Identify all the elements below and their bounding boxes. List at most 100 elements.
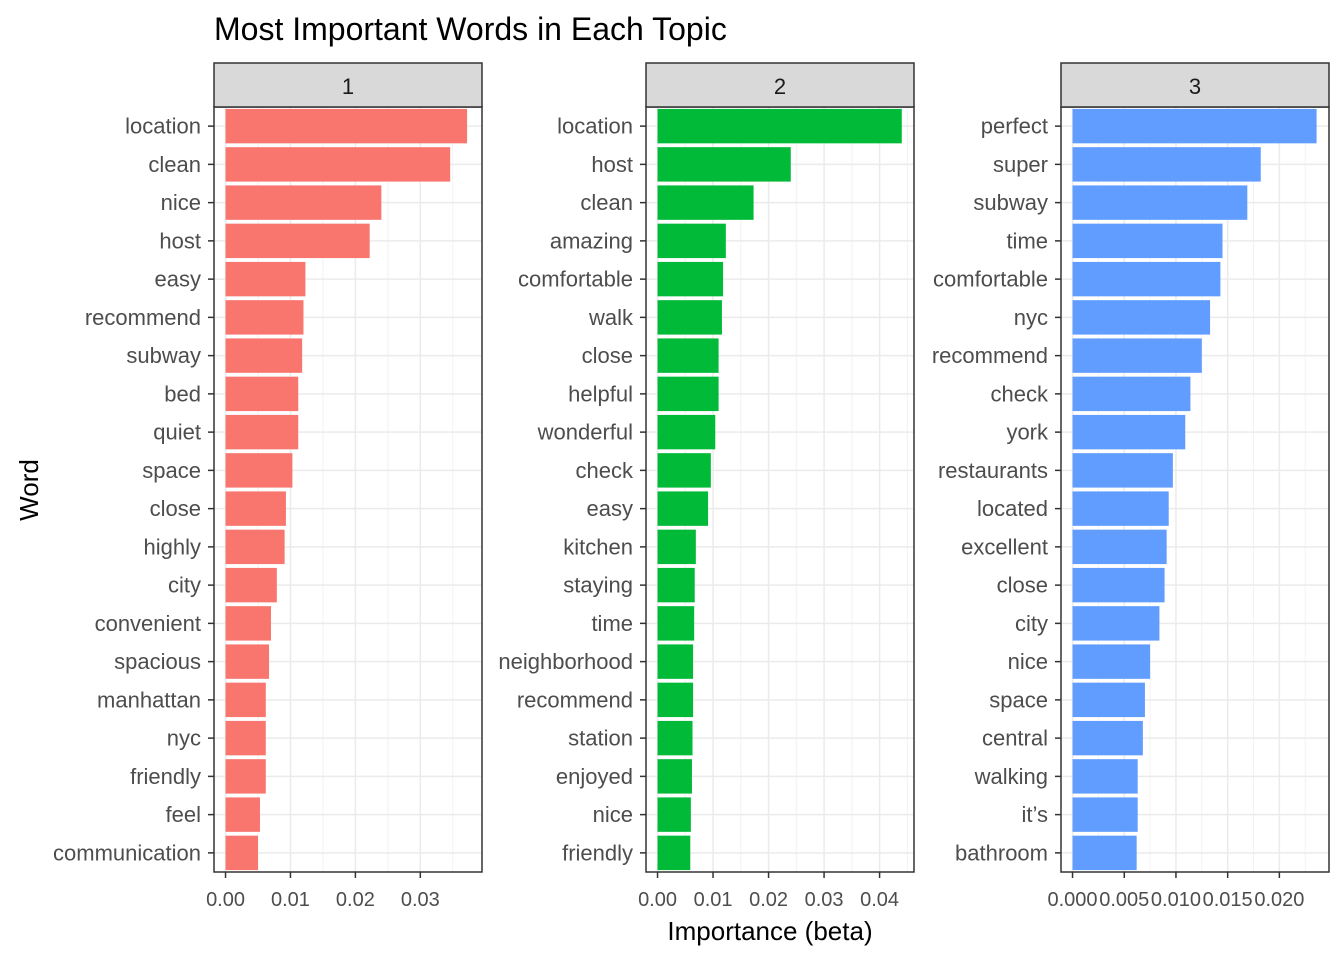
y-tick-label: friendly: [562, 840, 633, 865]
bar-3-super: [1072, 147, 1261, 182]
y-tick-label: time: [1006, 228, 1048, 253]
panel-background: [1061, 107, 1329, 872]
bar-2-host: [657, 147, 791, 182]
bar-1-quiet: [225, 414, 299, 450]
y-tick-label: highly: [144, 534, 201, 559]
y-tick-label: perfect: [981, 114, 1048, 139]
y-tick-label: space: [989, 687, 1048, 712]
bar-2-kitchen: [657, 529, 696, 565]
bar-3-it-s: [1072, 797, 1138, 832]
y-tick-label: nice: [161, 190, 201, 215]
bar-2-neighborhood: [657, 644, 694, 679]
x-tick-label: 0.015: [1203, 889, 1253, 911]
y-tick-label: check: [576, 458, 634, 483]
y-tick-label: nice: [1008, 649, 1048, 674]
bar-2-easy: [657, 491, 709, 526]
bar-3-space: [1072, 682, 1145, 718]
y-tick-label: helpful: [568, 381, 633, 406]
panel-background: [214, 107, 482, 872]
x-tick-label: 0.02: [336, 889, 375, 911]
bar-1-clean: [225, 147, 451, 182]
y-tick-label: excellent: [961, 534, 1048, 559]
facet-panel-2: 2 location host clean amazing comfortable walk…: [498, 62, 915, 911]
bar-1-manhattan: [225, 682, 266, 718]
bar-3-recommend: [1072, 338, 1202, 373]
bar-1-bed: [225, 376, 299, 412]
facet-strip: [645, 62, 915, 108]
bar-2-time: [657, 606, 695, 641]
y-tick-label: amazing: [550, 228, 633, 253]
y-tick-label: space: [142, 458, 201, 483]
bar-1-nyc: [225, 720, 266, 756]
y-tick-label: close: [997, 573, 1048, 598]
bar-2-wonderful: [657, 414, 716, 450]
bar-1-city: [225, 567, 277, 603]
bar-3-nyc: [1072, 300, 1211, 335]
bar-2-friendly: [657, 835, 691, 871]
x-tick-label: 0.005: [1099, 889, 1149, 911]
bar-2-enjoyed: [657, 759, 692, 794]
facet-strip: [213, 62, 483, 108]
y-tick-label: clean: [148, 152, 201, 177]
y-tick-label: city: [1015, 611, 1048, 636]
x-tick-label: 0.010: [1151, 889, 1201, 911]
y-tick-label: nyc: [167, 726, 201, 751]
y-tick-label: neighborhood: [498, 649, 633, 674]
bar-3-close: [1072, 567, 1165, 603]
bar-2-clean: [657, 185, 754, 220]
bar-1-easy: [225, 261, 306, 297]
bar-2-staying: [657, 567, 695, 603]
y-tick-label: recommend: [85, 305, 201, 330]
y-tick-label: york: [1006, 420, 1049, 445]
bar-2-check: [657, 453, 711, 488]
y-tick-label: bathroom: [955, 840, 1048, 865]
y-tick-label: central: [982, 726, 1048, 751]
x-tick-label: 0.00: [206, 889, 245, 911]
chart-panels: 1 location clean nice host easy recommend subwa…: [53, 62, 1330, 911]
bar-1-location: [225, 108, 468, 144]
bar-3-located: [1072, 491, 1169, 526]
x-tick-label: 0.00: [638, 889, 677, 911]
bar-3-check: [1072, 376, 1191, 412]
y-tick-label: nice: [593, 802, 633, 827]
y-tick-label: easy: [587, 496, 633, 521]
y-tick-label: location: [125, 114, 201, 139]
bar-3-restaurants: [1072, 453, 1173, 488]
bar-3-city: [1072, 606, 1160, 641]
bar-2-nice: [657, 797, 691, 832]
bar-1-convenient: [225, 606, 271, 641]
bar-3-comfortable: [1072, 261, 1221, 297]
bar-3-perfect: [1072, 108, 1317, 144]
bar-3-bathroom: [1072, 835, 1137, 871]
bar-3-york: [1072, 414, 1186, 450]
y-tick-label: enjoyed: [556, 764, 633, 789]
x-tick-label: 0.03: [805, 889, 844, 911]
y-tick-label: walk: [588, 305, 634, 330]
bar-1-communication: [225, 835, 259, 871]
bar-3-walking: [1072, 759, 1138, 794]
y-tick-label: friendly: [130, 764, 201, 789]
y-tick-label: check: [991, 381, 1049, 406]
y-tick-label: convenient: [95, 611, 201, 636]
y-tick-label: communication: [53, 840, 201, 865]
bar-1-highly: [225, 529, 285, 565]
x-tick-label: 0.03: [401, 889, 440, 911]
y-tick-label: it’s: [1022, 802, 1049, 827]
y-tick-label: kitchen: [563, 534, 633, 559]
facet-strip: [1060, 62, 1330, 108]
y-tick-label: nyc: [1014, 305, 1048, 330]
y-tick-label: easy: [155, 267, 201, 292]
y-tick-label: host: [591, 152, 633, 177]
bar-1-close: [225, 491, 286, 526]
y-tick-label: quiet: [153, 420, 201, 445]
y-tick-label: comfortable: [933, 267, 1048, 292]
y-tick-label: feel: [166, 802, 201, 827]
bar-3-time: [1072, 223, 1223, 259]
bar-1-spacious: [225, 644, 270, 679]
bar-2-location: [657, 108, 902, 144]
y-tick-label: time: [591, 611, 633, 636]
y-tick-label: city: [168, 573, 201, 598]
bar-1-friendly: [225, 759, 266, 794]
y-tick-label: walking: [974, 764, 1048, 789]
